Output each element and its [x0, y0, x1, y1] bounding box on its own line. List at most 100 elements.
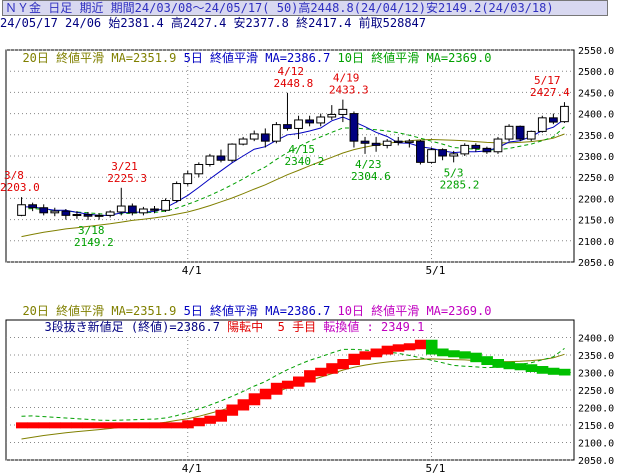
candle-body — [227, 143, 237, 161]
candle-body — [460, 144, 470, 155]
candle-body — [83, 214, 93, 217]
price-panel-ytick-label: 2500.0 — [578, 67, 614, 78]
annotation-date: 4/12 — [277, 65, 304, 78]
renko-brick — [459, 351, 471, 359]
annotation-date: 3/21 — [111, 160, 138, 173]
annotation-value: 2448.8 — [273, 77, 313, 90]
renko-brick — [248, 393, 261, 406]
candle-body — [504, 125, 514, 140]
renko-brick — [547, 367, 560, 375]
price-panel-ytick-label: 2400.0 — [578, 110, 614, 121]
renko-brick — [281, 380, 294, 389]
renko-panel-ytick-label: 2100.0 — [578, 439, 614, 450]
ma10-line — [21, 126, 565, 215]
latest-ohlc: 24/05/17 24/06 始2381.4 高2427.4 安2377.8 終… — [0, 16, 427, 30]
candle-body — [349, 113, 359, 142]
annotation-date: 4/15 — [289, 143, 316, 156]
renko-brick — [226, 404, 239, 416]
renko-brick — [204, 415, 216, 424]
price-panel-ytick-label: 2150.0 — [578, 216, 614, 227]
legend2-ma20: 20日 終値平滑 MA=2351.9 — [22, 304, 177, 318]
renko-brick — [359, 351, 372, 360]
candle-body — [94, 214, 104, 217]
candle-body — [449, 153, 459, 157]
renko-brick — [437, 348, 449, 357]
candle-body — [382, 140, 392, 146]
renko-brick — [49, 422, 61, 429]
candle-body — [560, 105, 569, 123]
candle-body — [283, 124, 292, 129]
renko-panel-ytick-label: 2250.0 — [578, 386, 614, 397]
renko-brick — [104, 422, 117, 429]
renko-brick — [326, 363, 338, 374]
annotation-value: 2304.6 — [351, 170, 391, 183]
candle-body — [371, 142, 381, 146]
renko-brick — [503, 361, 516, 370]
candle-body — [416, 140, 425, 163]
annotation-value: 2340.2 — [285, 155, 325, 168]
annotation-value: 2203.0 — [0, 181, 40, 194]
candle-body — [216, 155, 226, 161]
renko-brick — [481, 356, 493, 365]
renko-brick — [315, 367, 327, 377]
renko-brick — [403, 343, 416, 351]
price-panel-xtick-label: 5/1 — [426, 264, 446, 277]
price-panel-ytick-label: 2100.0 — [578, 237, 614, 248]
renko-brick — [115, 422, 128, 429]
candle-body — [360, 140, 370, 144]
renko-panel-xtick-label: 4/1 — [182, 462, 202, 475]
candle-body — [172, 183, 182, 202]
renko-brick — [148, 422, 161, 429]
renko-brick — [16, 422, 28, 429]
renko-brick — [193, 417, 205, 427]
candle-body — [427, 149, 436, 163]
renko-brick — [381, 345, 394, 355]
candle-body — [194, 163, 204, 175]
legend2-ma5: 5日 終値平滑 MA=2386.7 — [183, 304, 331, 318]
candle-body — [438, 149, 447, 157]
candle-body — [72, 214, 82, 217]
legend-ma5: 5日 終値平滑 MA=2386.7 — [183, 51, 331, 65]
renko-panel-xtick-label: 5/1 — [426, 462, 446, 475]
price-panel-ytick-label: 2550.0 — [578, 46, 614, 57]
candle-body — [183, 173, 193, 185]
legend-ma10: 10日 終値平滑 MA=2369.0 — [337, 51, 492, 65]
annotation-date: 5/3 — [444, 166, 464, 179]
renko-panel-ytick-label: 2050.0 — [578, 456, 614, 467]
renko-brick — [558, 368, 571, 376]
renko-brick — [270, 382, 283, 395]
renko-panel-ytick-label: 2150.0 — [578, 421, 614, 432]
renko-brick — [215, 409, 228, 422]
candle-body — [515, 125, 525, 140]
price-panel-ytick-label: 2450.0 — [578, 88, 614, 99]
candle-body — [393, 140, 403, 143]
renko-brick — [492, 359, 505, 368]
candle-body — [139, 208, 148, 214]
renko-brick — [337, 359, 349, 370]
renko-brick — [536, 366, 549, 374]
candle-body — [249, 133, 259, 140]
renko-brick — [93, 422, 106, 429]
annotation-value: 2285.2 — [440, 178, 480, 191]
renko-brick — [348, 353, 360, 365]
renko-brick — [525, 364, 538, 372]
renko-brick — [414, 339, 427, 350]
candle-body — [127, 205, 137, 214]
annotation-date: 3/18 — [78, 224, 105, 237]
candle-body — [316, 116, 326, 124]
price-panel-ytick-label: 2350.0 — [578, 131, 614, 142]
candle-body — [50, 210, 60, 214]
renko-brick — [293, 376, 305, 387]
candle-body — [116, 205, 126, 213]
candle-body — [338, 108, 348, 115]
annotation-value: 2149.2 — [74, 236, 114, 249]
candle-body — [28, 204, 37, 209]
renko-brick — [514, 363, 527, 371]
renko-status: 3段抜き新値足 (終値)=2386.7 陽転中 5 手目 転換値 : 2349.… — [30, 304, 424, 335]
annotation-date: 4/19 — [333, 72, 360, 85]
price-panel-ytick-label: 2250.0 — [578, 173, 614, 184]
annotation-date: 4/23 — [355, 158, 382, 171]
candle-body — [493, 138, 503, 153]
renko-brick — [171, 422, 183, 429]
